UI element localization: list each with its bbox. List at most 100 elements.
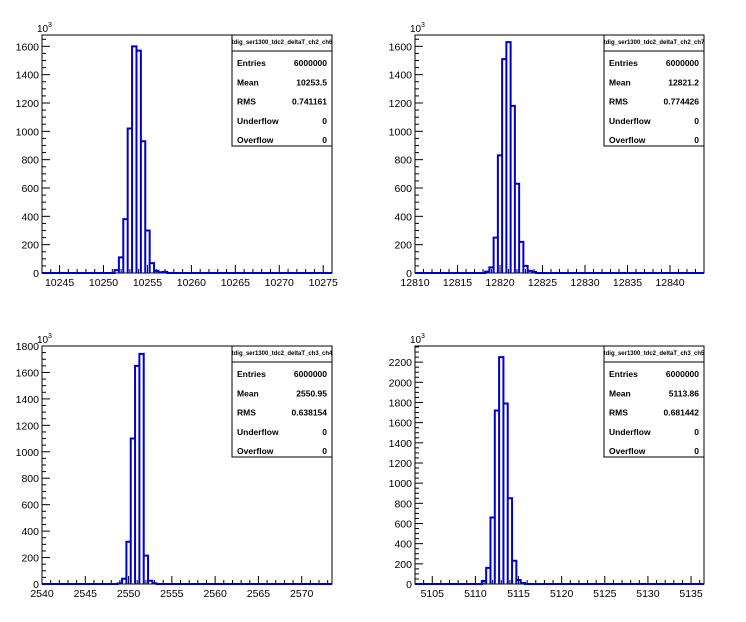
y-tick-label: 0 (33, 268, 39, 280)
stats-label-mean: Mean (609, 77, 631, 87)
y-tick-label: 1400 (16, 70, 40, 82)
x-tick-label: 2570 (290, 588, 314, 600)
stats-title: tdig_ser1300_tdc2_deltaT_ch2_ch6 (232, 40, 333, 46)
y-tick-label: 1400 (16, 394, 40, 406)
stats-label-overflow: Overflow (609, 135, 646, 145)
stats-value-mean: 5113.86 (669, 388, 700, 398)
stats-value-underflow: 0 (322, 427, 327, 437)
y-tick-label: 1000 (16, 447, 40, 459)
x-tick-label: 5130 (636, 588, 660, 600)
y-tick-label: 600 (394, 183, 412, 195)
x-tick-label: 2565 (247, 588, 271, 600)
x-tick-label: 5110 (464, 588, 487, 600)
stats-label-underflow: Underflow (237, 116, 279, 126)
y-tick-label: 800 (394, 498, 412, 510)
x-tick-label: 2540 (30, 588, 54, 600)
histogram-panel: 2540 2545 2550 2555 2560 2565 2570 0 200 400 600 80… (16, 333, 333, 600)
y-tick-label: 1000 (389, 478, 413, 490)
stats-box (231, 345, 333, 458)
x-tick-label: 10250 (89, 277, 118, 289)
x-tick-label: 10245 (45, 277, 74, 289)
y-multiplier-label: 10 (410, 24, 422, 35)
y-tick-label: 200 (394, 240, 412, 252)
stats-value-underflow: 0 (694, 116, 699, 126)
stats-box (231, 34, 333, 147)
stats-value-entries: 6000000 (294, 58, 327, 68)
y-tick-label: 1600 (389, 418, 413, 430)
y-tick-label: 1400 (389, 438, 413, 450)
stats-value-overflow: 0 (694, 446, 699, 456)
histogram-series (42, 45, 332, 274)
stats-value-mean: 10253.5 (296, 77, 327, 87)
stats-value-underflow: 0 (694, 427, 699, 437)
stats-label-entries: Entries (237, 369, 266, 379)
x-tick-label: 5115 (507, 588, 530, 600)
x-tick-label: 2555 (160, 588, 184, 600)
stats-label-rms: RMS (609, 408, 628, 418)
x-tick-label: 2560 (203, 588, 227, 600)
y-multiplier-exponent: 3 (48, 22, 52, 29)
y-tick-label: 600 (394, 518, 412, 530)
y-tick-label: 0 (33, 579, 39, 591)
stats-label-underflow: Underflow (609, 116, 651, 126)
y-tick-label: 1000 (16, 126, 40, 138)
x-tick-label: 5135 (679, 588, 703, 600)
y-tick-label: 1200 (389, 458, 413, 470)
histogram-panel: 12810 12815 12820 12825 12830 12835 12840 0 200 4… (389, 22, 705, 289)
histogram-series (42, 352, 332, 585)
stats-title: tdig_ser1300_tdc2_deltaT_ch2_ch7 (604, 40, 705, 46)
x-tick-label: 12840 (655, 277, 684, 289)
y-tick-label: 1200 (16, 98, 40, 110)
histogram-panel: 10245 10250 10255 10260 10265 10270 10275 0 200 4… (16, 22, 338, 289)
stats-label-entries: Entries (237, 58, 266, 68)
stats-value-rms: 0.774426 (664, 97, 700, 107)
stats-label-overflow: Overflow (237, 446, 274, 456)
histogram-series (415, 41, 704, 274)
y-tick-label: 400 (21, 211, 39, 223)
y-tick-label: 1800 (16, 341, 40, 353)
stats-label-underflow: Underflow (237, 427, 279, 437)
y-tick-label: 2200 (389, 357, 413, 369)
x-tick-label: 5105 (421, 588, 445, 600)
stats-label-overflow: Overflow (609, 446, 646, 456)
stats-value-overflow: 0 (322, 446, 327, 456)
stats-value-overflow: 0 (694, 135, 699, 145)
stats-label-mean: Mean (237, 77, 259, 87)
x-tick-label: 10260 (177, 277, 206, 289)
stats-value-entries: 6000000 (294, 369, 327, 379)
y-multiplier-exponent: 3 (421, 333, 425, 340)
stats-value-rms: 0.681442 (664, 408, 700, 418)
y-tick-label: 800 (21, 155, 39, 167)
stats-value-entries: 6000000 (666, 369, 699, 379)
stats-label-overflow: Overflow (237, 135, 274, 145)
stats-value-mean: 2550.95 (296, 388, 327, 398)
stats-box (603, 345, 705, 458)
y-tick-label: 200 (21, 240, 39, 252)
x-tick-label: 10265 (221, 277, 250, 289)
y-tick-label: 400 (394, 211, 412, 223)
stats-title: tdig_ser1300_tdc2_deltaT_ch3_ch5 (604, 351, 705, 357)
stats-label-underflow: Underflow (609, 427, 651, 437)
y-tick-label: 1200 (389, 98, 413, 110)
y-multiplier-label: 10 (37, 335, 49, 346)
stats-value-rms: 0.638154 (292, 408, 328, 418)
stats-value-rms: 0.741161 (292, 97, 327, 107)
x-tick-label: 12820 (485, 277, 514, 289)
y-tick-label: 1400 (389, 70, 413, 82)
stats-label-rms: RMS (237, 97, 256, 107)
y-tick-label: 400 (394, 539, 412, 551)
x-tick-label: 12825 (528, 277, 557, 289)
y-tick-label: 1800 (389, 397, 413, 409)
stats-value-mean: 12821.2 (668, 77, 699, 87)
y-tick-label: 200 (394, 559, 412, 571)
y-tick-label: 1600 (16, 41, 40, 53)
x-tick-label: 2545 (74, 588, 98, 600)
y-tick-label: 0 (406, 579, 412, 591)
stats-label-entries: Entries (609, 58, 638, 68)
y-tick-label: 1200 (16, 420, 40, 432)
histogram-series (415, 356, 704, 585)
y-tick-label: 1000 (389, 126, 413, 138)
stats-value-overflow: 0 (322, 135, 327, 145)
y-tick-label: 1600 (16, 367, 40, 379)
stats-box (603, 34, 705, 147)
